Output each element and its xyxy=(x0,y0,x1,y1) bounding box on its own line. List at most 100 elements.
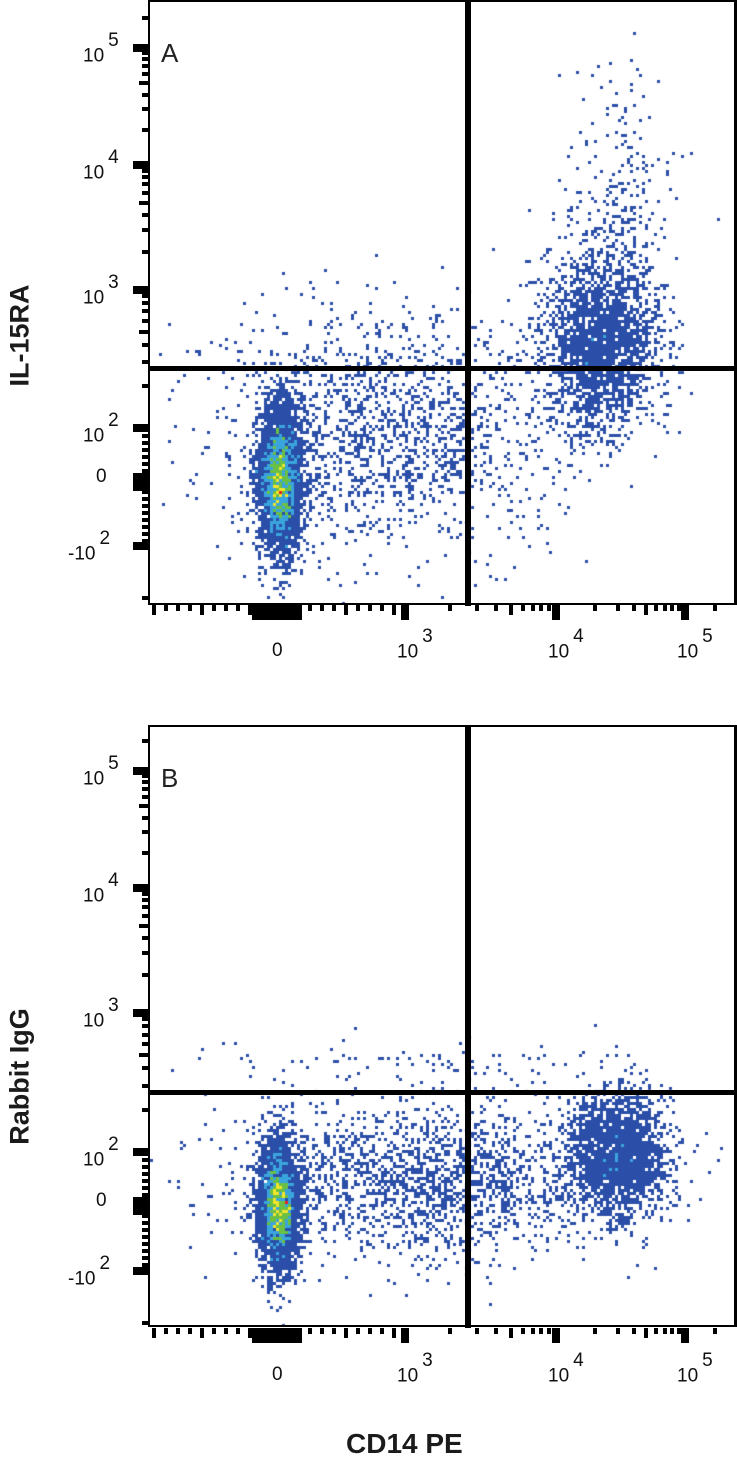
x-tick-minor xyxy=(592,605,597,611)
y-tick-label: 0 xyxy=(96,466,107,487)
quadrant-line-vertical-b xyxy=(465,725,471,1328)
y-tick-top xyxy=(142,739,148,743)
y-tick-minor xyxy=(142,342,148,347)
y-tick-major xyxy=(133,1267,148,1275)
y-tick-minor xyxy=(142,1032,148,1037)
x-tick-major xyxy=(681,1328,689,1343)
y-tick-zero xyxy=(133,1197,148,1215)
scatter-canvas-a xyxy=(150,2,734,603)
y-tick-minor xyxy=(142,190,148,195)
x-tick-minor xyxy=(212,1328,216,1334)
x-tick-minor xyxy=(236,1328,240,1334)
x-tick-minor xyxy=(631,605,636,611)
y-tick-minor xyxy=(142,384,148,389)
x-tick-minor xyxy=(248,605,252,615)
y-tick-bottom xyxy=(142,596,148,600)
x-tick-minor xyxy=(224,605,228,611)
y-tick-minor xyxy=(142,525,148,529)
y-tick-minor xyxy=(142,92,148,97)
x-tick-minor xyxy=(176,1328,180,1334)
x-tick-minor xyxy=(236,605,240,611)
y-tick-minor xyxy=(142,57,148,62)
y-tick-minor xyxy=(142,1263,148,1267)
x-tick-minor xyxy=(547,1328,552,1334)
y-tick-minor xyxy=(142,309,148,314)
x-tick-minor xyxy=(615,1328,620,1334)
y-tick-minor xyxy=(142,490,148,494)
y-tick-major xyxy=(133,161,148,169)
plot-frame-b: B xyxy=(148,725,737,1327)
x-tick-minor xyxy=(663,605,668,611)
x-tick-minor xyxy=(539,1328,544,1334)
x-tick-minor xyxy=(164,1328,168,1334)
y-tick-minor xyxy=(142,212,148,217)
y-tick-minor xyxy=(142,175,148,180)
x-tick-label: 103 xyxy=(397,1350,433,1387)
y-tick-minor xyxy=(139,923,148,928)
y-tick-minor xyxy=(142,182,148,187)
x-axis-label: CD14 PE xyxy=(346,1428,463,1459)
y-tick-minor xyxy=(139,200,148,205)
y-tick-minor xyxy=(142,168,148,173)
y-tick-major xyxy=(133,286,148,294)
x-tick-minor xyxy=(448,605,453,611)
y-tick-minor xyxy=(142,455,148,459)
x-tick-minor xyxy=(520,605,525,611)
y-tick-minor xyxy=(142,1165,148,1169)
y-tick-minor xyxy=(142,539,148,543)
y-tick-minor xyxy=(142,360,148,365)
y-tick-minor xyxy=(142,1214,148,1218)
x-tick-minor xyxy=(530,1328,535,1334)
x-tick-minor xyxy=(631,1328,636,1334)
y-tick-label: 103 xyxy=(83,272,119,309)
y-tick-minor xyxy=(139,81,148,86)
y-tick-minor xyxy=(142,1242,148,1246)
x-tick-major xyxy=(401,1328,409,1343)
y-tick-minor xyxy=(142,462,148,466)
x-tick-minor xyxy=(320,605,324,611)
y-tick-minor xyxy=(142,504,148,508)
x-tick-minor xyxy=(164,605,168,611)
x-tick-minor xyxy=(332,605,336,611)
y-tick-label: 105 xyxy=(83,753,119,790)
x-tick-minor xyxy=(332,1328,336,1334)
x-tick-minor xyxy=(644,605,649,615)
quadrant-line-horizontal-b xyxy=(148,1090,737,1095)
x-tick-minor xyxy=(368,605,372,611)
x-tick-label: 104 xyxy=(548,1350,584,1387)
panel-letter-a: A xyxy=(161,38,179,68)
x-tick-minor xyxy=(644,1328,649,1338)
x-tick-minor xyxy=(448,1328,453,1334)
x-tick-minor xyxy=(539,605,544,611)
y-tick-minor xyxy=(142,318,148,323)
y-tick-major xyxy=(133,767,148,775)
x-tick-minor xyxy=(344,1328,348,1338)
y-tick-minor xyxy=(142,228,148,233)
x-tick-minor xyxy=(188,605,192,611)
x-tick-minor xyxy=(308,605,312,611)
y-tick-minor xyxy=(142,794,148,799)
y-tick-minor xyxy=(142,1179,148,1183)
y-tick-minor xyxy=(139,1052,148,1057)
y-tick-label: 102 xyxy=(83,410,119,447)
y-tick-minor xyxy=(142,64,148,69)
x-tick-label: 105 xyxy=(677,626,713,663)
y-tick-label: 104 xyxy=(83,870,119,907)
x-tick-major xyxy=(681,605,689,620)
y-tick-minor xyxy=(142,787,148,792)
y-tick-minor xyxy=(142,1041,148,1046)
y-tick-minor xyxy=(142,774,148,779)
y-axis-label-b: Rabbit IgG xyxy=(4,1008,35,1145)
y-tick-minor xyxy=(139,329,148,334)
y-tick-minor xyxy=(139,804,148,809)
x-tick-minor xyxy=(520,1328,525,1334)
x-tick-minor xyxy=(530,605,535,611)
x-tick-minor xyxy=(508,1328,513,1338)
y-tick-minor xyxy=(142,1066,148,1071)
x-tick-label: 0 xyxy=(272,640,283,661)
y-axis-label-a: IL-15RA xyxy=(4,284,35,387)
quadrant-line-vertical-a xyxy=(465,0,471,606)
x-tick-minor xyxy=(677,605,682,611)
x-tick-minor xyxy=(493,1328,498,1334)
x-tick-minor xyxy=(670,1328,675,1334)
